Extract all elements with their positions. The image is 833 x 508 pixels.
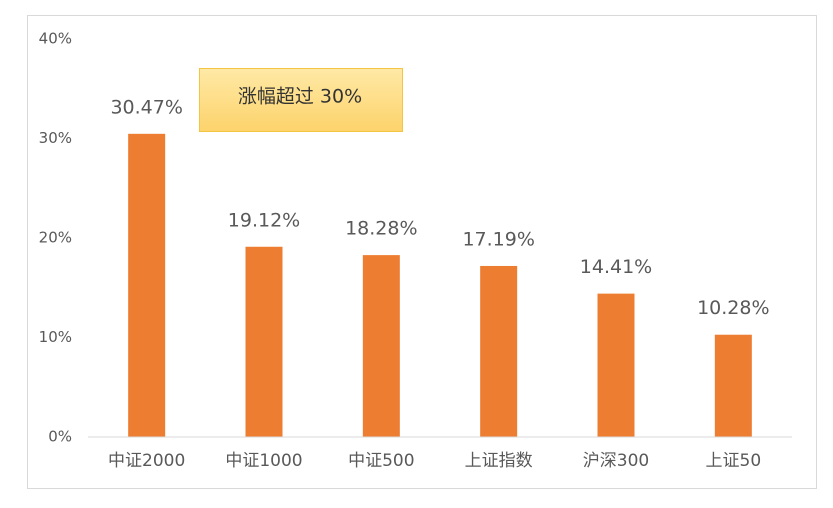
x-tick-label: 中证2000 <box>108 451 185 471</box>
bar <box>128 133 166 438</box>
bar <box>597 293 635 437</box>
x-tick-label: 沪深300 <box>583 451 649 471</box>
value-label: 30.47% <box>110 96 182 118</box>
x-tick-label: 上证指数 <box>465 451 533 471</box>
y-tick-label: 20% <box>39 229 72 247</box>
annotation-box <box>199 68 403 132</box>
y-tick-label: 0% <box>48 428 72 446</box>
x-tick-label: 上证50 <box>706 451 762 471</box>
value-label: 10.28% <box>697 297 769 319</box>
x-tick-label: 中证1000 <box>225 451 302 471</box>
y-tick-label: 10% <box>39 328 72 346</box>
x-tick-label: 中证500 <box>348 451 414 471</box>
bar <box>480 265 518 437</box>
value-label: 19.12% <box>228 209 300 231</box>
value-label: 14.41% <box>580 256 652 278</box>
value-label: 18.28% <box>345 218 417 240</box>
annotation: 涨幅超过 30% <box>238 86 362 108</box>
value-label: 17.19% <box>462 228 534 250</box>
bar <box>362 255 400 437</box>
y-tick-label: 40% <box>39 30 72 48</box>
bar <box>714 334 752 437</box>
y-tick-label: 30% <box>39 129 72 147</box>
bar <box>245 246 283 437</box>
